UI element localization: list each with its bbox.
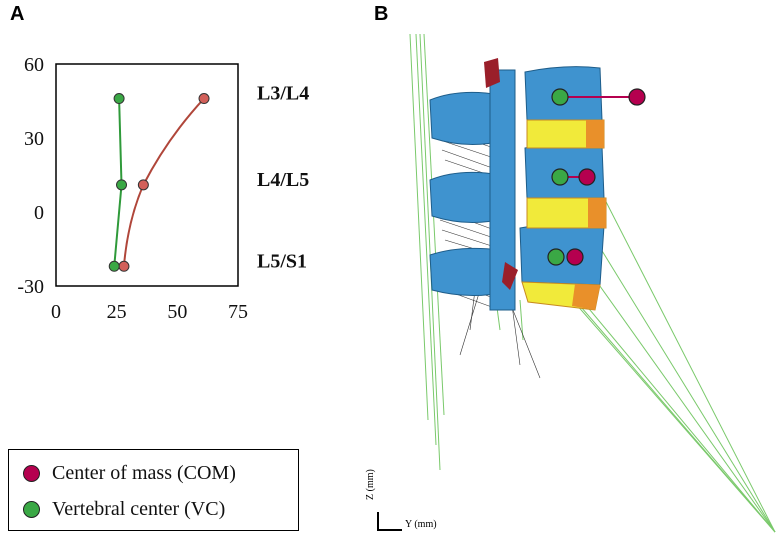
legend-item-com: Center of mass (COM) <box>23 462 236 485</box>
plot-frame <box>55 63 239 287</box>
panel-label-b: B <box>374 3 389 25</box>
level-label: L4/L5 <box>257 169 309 191</box>
y-axis: 60 30 0 -30 <box>17 54 44 298</box>
intervertebral-discs <box>521 119 607 311</box>
level-label: L3/L4 <box>257 83 309 105</box>
x-tick-label: 75 <box>228 301 248 323</box>
spine-model <box>377 33 776 533</box>
x-tick-label: 25 <box>107 301 127 323</box>
x-tick-label: 50 <box>167 301 187 323</box>
com-data-point <box>137 179 149 191</box>
com-marker <box>566 248 584 266</box>
com-series-line <box>122 97 205 267</box>
y-tick-label: -30 <box>17 276 44 298</box>
chart-a: 60 30 0 -30 0 25 50 75 L3/L4 L4/L5 L5/S1 <box>17 54 309 323</box>
com-marker-icon <box>23 465 40 482</box>
vc-data-point <box>108 260 120 272</box>
level-label: L5/S1 <box>257 250 307 272</box>
vc-data-point <box>116 179 128 191</box>
orientation-axes <box>377 512 402 531</box>
level-labels: L3/L4 L4/L5 L5/S1 <box>257 83 309 273</box>
vc-data-point <box>113 93 125 105</box>
z-y-axes <box>377 512 402 531</box>
y-tick-label: 30 <box>24 128 44 150</box>
legend-label-com: Center of mass (COM) <box>52 462 236 484</box>
y-tick-label: 60 <box>24 54 44 76</box>
y-tick-label: 0 <box>34 202 44 224</box>
vc-marker <box>547 248 565 266</box>
legend: Center of mass (COM) Vertebral center (V… <box>8 449 299 531</box>
com-data-point <box>198 93 210 105</box>
series-layer <box>108 93 210 272</box>
spinous-process <box>484 58 518 290</box>
x-axis: 0 25 50 75 <box>51 301 248 323</box>
panel-label-a: A <box>10 3 25 25</box>
model-markers <box>547 88 646 266</box>
vc-marker <box>551 88 569 106</box>
legend-label-vc: Vertebral center (VC) <box>52 498 226 520</box>
vc-marker <box>551 168 569 186</box>
vc-marker-icon <box>23 501 40 518</box>
com-data-point <box>118 260 130 272</box>
legend-item-vc: Vertebral center (VC) <box>23 498 225 521</box>
x-tick-label: 0 <box>51 301 61 323</box>
com-marker <box>628 88 646 106</box>
com-marker <box>578 168 596 186</box>
posterior-processes <box>429 69 516 311</box>
